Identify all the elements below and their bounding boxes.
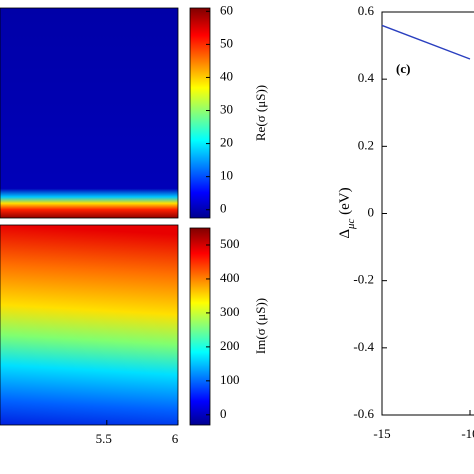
colorbar-tick-label: 0 <box>220 201 227 216</box>
colorbar-tick-label: 10 <box>220 168 233 183</box>
colorbar-tick-label: 400 <box>220 270 240 285</box>
colorbar-tick-label: 40 <box>220 68 233 83</box>
y-axis-label: Δμc (eV) <box>337 187 356 238</box>
colorbar-label: Re(σ (μS)) <box>253 85 268 141</box>
y-tick-label: 0 <box>368 204 375 219</box>
colorbar-tick-label: 100 <box>220 372 240 387</box>
colorbar-tick-label: 30 <box>220 102 233 117</box>
y-tick-label: 0.2 <box>358 137 374 152</box>
x-tick-label: -15 <box>373 426 390 441</box>
heatmap-top <box>0 7 179 219</box>
colorbar-tick-label: 300 <box>220 304 240 319</box>
heatmap-bottom <box>0 224 179 426</box>
colorbar <box>189 7 211 219</box>
colorbar-tick-label: 0 <box>220 406 227 421</box>
y-tick-label: -0.2 <box>353 272 374 287</box>
colorbar-tick-label: 50 <box>220 35 233 50</box>
colorbar-tick-label: 200 <box>220 338 240 353</box>
colorbar-tick-label: 20 <box>220 135 233 150</box>
y-tick-label: -0.6 <box>353 406 374 421</box>
x-tick-label: 6 <box>172 431 179 446</box>
y-tick-label: 0.4 <box>358 70 375 85</box>
y-tick-label: -0.4 <box>353 339 374 354</box>
line <box>381 24 471 60</box>
y-tick-label: 0.6 <box>358 3 375 18</box>
colorbar-tick-label: 500 <box>220 236 240 251</box>
annotation: (c) <box>396 61 410 76</box>
colorbar-label: Im(σ (μS)) <box>253 298 268 354</box>
colorbar <box>189 227 211 426</box>
x-tick-label: -10 <box>461 426 474 441</box>
colorbar-tick-label: 60 <box>220 2 233 17</box>
x-tick-label: 5.5 <box>96 431 112 446</box>
